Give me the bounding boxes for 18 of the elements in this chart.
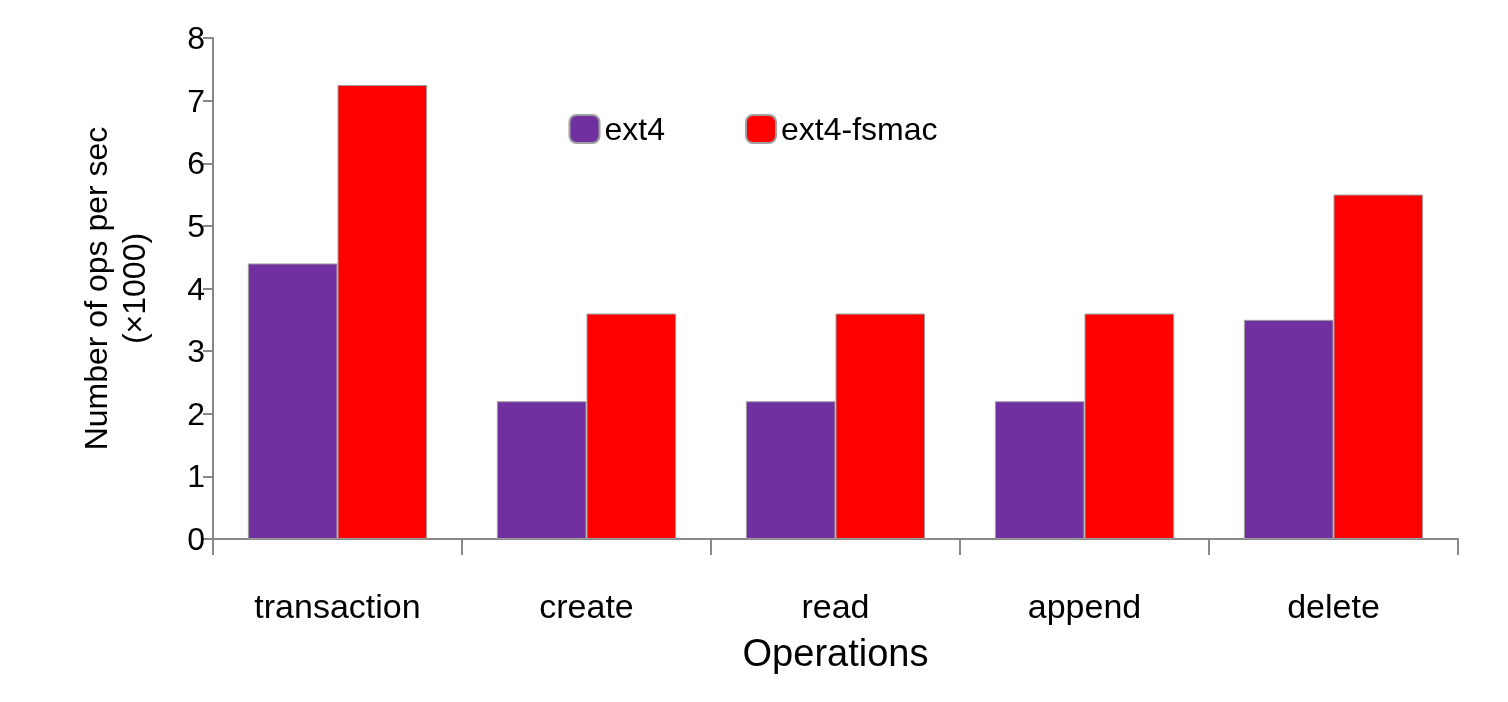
y-tick-label: 3 — [187, 333, 205, 370]
legend-label: ext4 — [604, 111, 665, 147]
y-tick-label: 5 — [187, 207, 205, 244]
y-tick-label: 6 — [187, 145, 205, 182]
x-tick-label: append — [1027, 587, 1142, 625]
x-tick-label: create — [539, 587, 634, 625]
y-tick-label: 4 — [187, 270, 205, 307]
x-tick-label: delete — [1287, 587, 1380, 625]
y-tick-label: 1 — [187, 458, 205, 495]
y-axis-title: Number of ops per sec (×1000) — [78, 126, 152, 451]
x-tick-label: read — [801, 587, 870, 625]
x-tick-label: transaction — [254, 587, 421, 625]
legend-label: ext4-fsmac — [781, 111, 938, 147]
y-tick-label: 2 — [187, 395, 205, 432]
x-axis-title: Operations — [742, 632, 929, 674]
y-tick-label: 8 — [187, 20, 205, 56]
y-tick-label: 0 — [187, 521, 205, 557]
y-tick-label: 7 — [187, 82, 205, 119]
